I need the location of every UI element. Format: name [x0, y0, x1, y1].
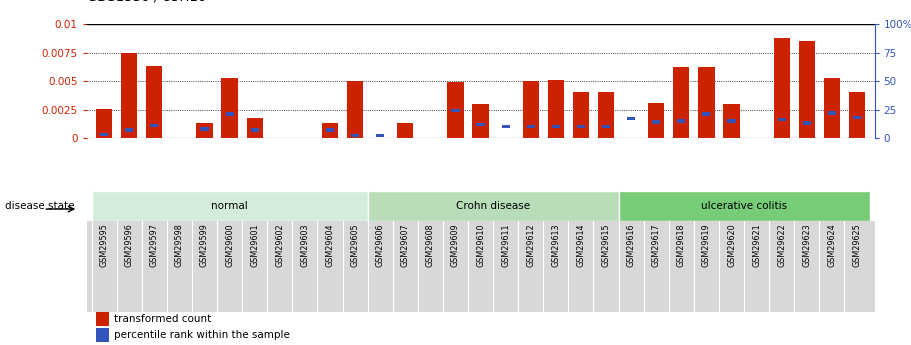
Text: GSM29622: GSM29622 — [777, 224, 786, 267]
Text: GSM29596: GSM29596 — [125, 224, 134, 267]
Bar — [548, 80, 564, 138]
Text: GSM29608: GSM29608 — [425, 224, 435, 267]
Text: GSM29607: GSM29607 — [401, 224, 410, 267]
Bar — [347, 81, 363, 138]
Text: GSM29623: GSM29623 — [803, 224, 812, 267]
Bar — [451, 109, 459, 112]
Bar — [619, 191, 869, 221]
Bar — [447, 82, 464, 138]
Bar — [577, 125, 585, 128]
Bar — [150, 124, 159, 127]
Text: GSM29595: GSM29595 — [99, 224, 108, 267]
Bar — [368, 191, 619, 221]
Bar — [376, 134, 384, 137]
Bar — [602, 125, 610, 128]
Bar — [673, 67, 690, 138]
Text: GSM29597: GSM29597 — [149, 224, 159, 267]
Bar — [200, 127, 209, 131]
Text: disease state: disease state — [5, 201, 74, 211]
Bar — [627, 117, 635, 120]
Bar — [523, 81, 539, 138]
Bar — [351, 134, 359, 137]
Bar — [527, 125, 535, 128]
Text: GDS1330 / 85H10: GDS1330 / 85H10 — [87, 0, 206, 3]
Bar — [824, 78, 840, 138]
Text: GSM29598: GSM29598 — [175, 224, 184, 267]
Text: GSM29604: GSM29604 — [325, 224, 334, 267]
Bar — [96, 109, 112, 138]
Bar — [849, 92, 865, 138]
Text: GSM29606: GSM29606 — [375, 224, 384, 267]
Text: GSM29609: GSM29609 — [451, 224, 460, 267]
Text: GSM29602: GSM29602 — [275, 224, 284, 267]
Bar — [125, 128, 133, 132]
Bar — [773, 38, 790, 138]
Bar — [702, 112, 711, 116]
Text: GSM29612: GSM29612 — [527, 224, 536, 267]
Bar — [803, 121, 811, 125]
Bar — [121, 52, 138, 138]
Text: GSM29617: GSM29617 — [651, 224, 660, 267]
Bar — [476, 122, 485, 126]
Bar — [723, 104, 740, 138]
Bar — [221, 78, 238, 138]
Bar — [799, 41, 815, 138]
Bar — [100, 133, 108, 136]
Bar — [728, 119, 735, 122]
Bar — [677, 119, 685, 122]
Bar — [853, 116, 861, 119]
Bar — [197, 123, 212, 138]
Bar — [552, 125, 560, 128]
Bar — [573, 92, 589, 138]
Bar — [322, 123, 338, 138]
Text: GSM29605: GSM29605 — [351, 224, 360, 267]
Text: ulcerative colitis: ulcerative colitis — [701, 201, 787, 211]
Bar — [92, 191, 368, 221]
Text: GSM29624: GSM29624 — [827, 224, 836, 267]
Bar — [648, 103, 664, 138]
Bar — [146, 66, 162, 138]
Text: GSM29610: GSM29610 — [476, 224, 485, 267]
Bar — [778, 118, 786, 121]
Bar — [326, 128, 334, 132]
Bar — [473, 104, 488, 138]
Bar — [598, 92, 614, 138]
Text: GSM29599: GSM29599 — [200, 224, 209, 267]
Bar — [247, 118, 263, 138]
Text: percentile rank within the sample: percentile rank within the sample — [114, 330, 290, 339]
Bar — [652, 120, 660, 124]
Text: GSM29619: GSM29619 — [701, 224, 711, 267]
Text: transformed count: transformed count — [114, 314, 211, 324]
Text: GSM29615: GSM29615 — [601, 224, 610, 267]
Text: GSM29625: GSM29625 — [853, 224, 862, 267]
Bar — [828, 111, 836, 115]
Bar — [502, 125, 510, 128]
Text: normal: normal — [211, 201, 248, 211]
Bar — [251, 128, 259, 132]
Text: GSM29620: GSM29620 — [727, 224, 736, 267]
Bar — [226, 112, 233, 116]
Text: GSM29616: GSM29616 — [627, 224, 636, 267]
Text: GSM29601: GSM29601 — [251, 224, 260, 267]
Bar — [397, 123, 414, 138]
Bar — [698, 67, 714, 138]
Text: GSM29603: GSM29603 — [301, 224, 310, 267]
Text: GSM29618: GSM29618 — [677, 224, 686, 267]
Text: Crohn disease: Crohn disease — [456, 201, 530, 211]
Text: GSM29600: GSM29600 — [225, 224, 234, 267]
Text: GSM29613: GSM29613 — [551, 224, 560, 267]
Text: GSM29614: GSM29614 — [577, 224, 586, 267]
Text: GSM29611: GSM29611 — [501, 224, 510, 267]
Text: GSM29621: GSM29621 — [752, 224, 761, 267]
